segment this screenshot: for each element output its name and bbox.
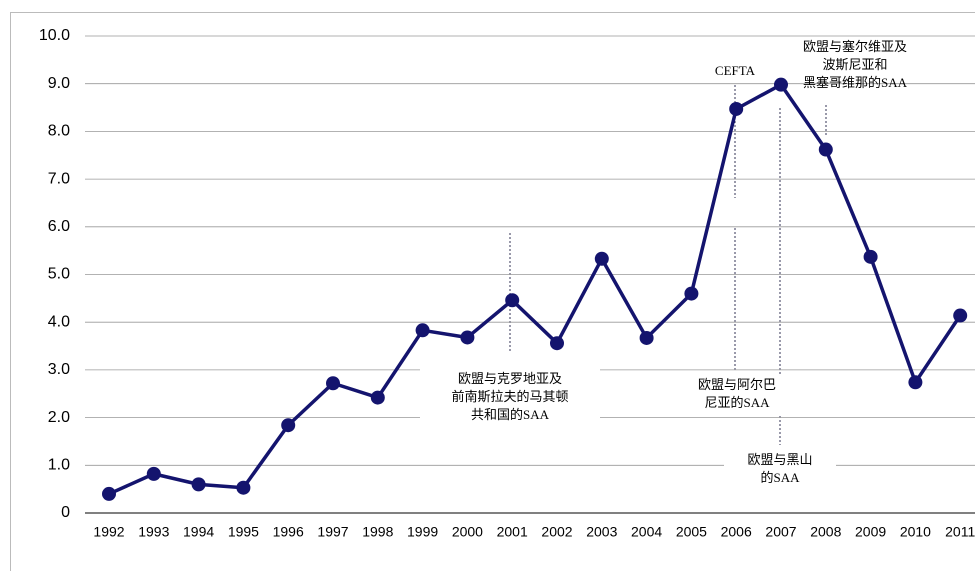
point [460,330,475,345]
x-tick-label: 2000 [452,524,483,540]
point [102,486,116,501]
point [505,293,520,308]
x-tick-label: 1994 [183,524,214,540]
x-tick-label: 1996 [273,524,304,540]
x-tick-label: 2004 [631,524,662,540]
x-tick-label: 2009 [855,524,886,540]
x-tick-label: 2002 [541,524,572,540]
y-tick-label: 10.0 [39,27,70,44]
annotation: 尼亚的SAA [704,395,770,410]
point [953,308,968,323]
point [684,286,699,301]
x-tick-label: 2008 [810,524,841,540]
annotation-box [724,450,836,490]
point [729,101,744,116]
annotation: 波斯尼亚和 [822,57,887,72]
point [326,376,340,391]
x-tick-label: 1993 [138,524,169,540]
y-tick-label: 2.0 [48,409,70,426]
annotation: 欧盟与塞尔维亚及 [803,39,907,54]
annotation: 欧盟与克罗地亚及 [458,371,562,386]
annotation: 前南斯拉夫的马其顿 [451,389,568,404]
x-tick-label: 2010 [900,524,931,540]
chart-frame [10,12,975,571]
annotation: 的SAA [760,470,800,485]
x-tick-label: 2001 [497,524,528,540]
y-tick-label: 6.0 [48,218,70,235]
y-tick-label: 0 [61,504,70,521]
point [774,77,788,92]
y-tick-label: 7.0 [48,170,70,187]
point [236,480,251,495]
y-tick-label: 9.0 [48,75,70,92]
y-tick-label: 3.0 [48,361,70,378]
x-tick-label: 2005 [676,524,707,540]
annotation: 黑塞哥维那的SAA [803,75,908,90]
x-tick-label: 2006 [721,524,752,540]
annotation: 欧盟与阿尔巴 [698,377,776,392]
x-tick-label: 1997 [317,524,348,540]
y-tick-label: 8.0 [48,123,70,140]
x-tick-label: 1992 [93,524,124,540]
point [863,249,878,264]
x-tick-label: 1999 [407,524,438,540]
point [146,466,161,481]
x-tick-label: 2007 [765,524,796,540]
y-tick-label: 1.0 [48,457,70,474]
point [370,390,385,405]
point [639,330,654,345]
annotation: 共和国的SAA [471,407,550,422]
x-tick-label: 1995 [228,524,259,540]
y-tick-label: 5.0 [48,266,70,283]
x-tick-label: 1998 [362,524,393,540]
point [415,323,430,338]
annotation-box [675,375,799,415]
x-tick-label: 2011 [945,524,975,540]
point [594,251,609,266]
y-tick-label: 4.0 [48,313,70,330]
annotation: 欧盟与黑山 [747,452,812,467]
point [908,375,923,390]
line [108,82,962,496]
point [191,477,206,492]
annotation: CEFTA [715,63,756,78]
point [281,418,296,433]
x-tick-label: 2003 [586,524,617,540]
point [550,336,564,351]
point [818,142,833,157]
annotation-box [420,369,600,427]
